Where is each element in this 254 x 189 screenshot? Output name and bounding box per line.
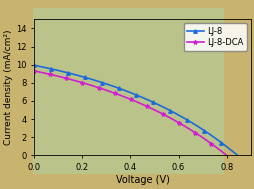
LJ-8-DCA <box>146 106 149 108</box>
Y-axis label: Current density (mA/cm²): Current density (mA/cm²) <box>4 30 13 145</box>
Line: LJ-8-DCA: LJ-8-DCA <box>32 69 228 157</box>
LJ-8 <box>156 104 160 106</box>
LJ-8 <box>216 139 219 142</box>
LJ-8-DCA <box>150 108 153 110</box>
LJ-8 <box>235 154 238 156</box>
LJ-8 <box>33 64 36 66</box>
LJ-8 <box>203 130 206 133</box>
LJ-8 <box>152 102 155 104</box>
LJ-8-DCA <box>147 106 150 108</box>
LJ-8-DCA <box>33 70 36 72</box>
LJ-8-DCA <box>224 154 227 156</box>
LJ-8-DCA <box>206 141 209 143</box>
LJ-8-DCA <box>194 132 197 135</box>
LJ-8 <box>153 102 156 104</box>
LJ-8 <box>33 64 36 67</box>
Legend: LJ-8, LJ-8-DCA: LJ-8, LJ-8-DCA <box>183 23 246 51</box>
Bar <box>33 8 224 174</box>
X-axis label: Voltage (V): Voltage (V) <box>115 175 169 185</box>
LJ-8-DCA <box>33 70 36 72</box>
Line: LJ-8: LJ-8 <box>32 64 239 157</box>
